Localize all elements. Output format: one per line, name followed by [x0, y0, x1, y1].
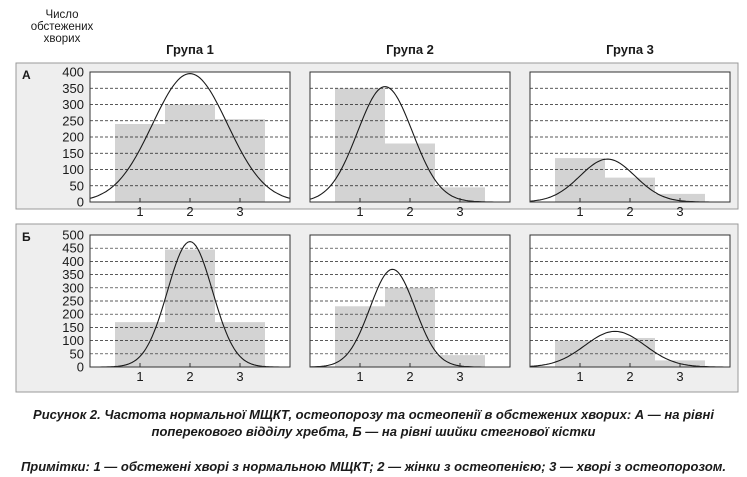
- figure-note: Примітки: 1 — обстежені хворі з нормальн…: [20, 459, 727, 474]
- column-title-2: Група 2: [386, 42, 434, 57]
- chart-1-3-x-tick-label-3: 3: [676, 204, 683, 219]
- chart-2-1-y-tick-label-4: 150: [62, 320, 84, 335]
- chart-2-1-y-tick-label-3: 100: [62, 333, 84, 348]
- chart-2-1-y-tick-label-11: 500: [62, 228, 84, 243]
- chart-2-2-x-tick-label-1: 1: [356, 369, 363, 384]
- chart-2-3-x-tick-label-3: 3: [676, 369, 683, 384]
- chart-1-2-x-tick-label-2: 2: [406, 204, 413, 219]
- caption-line-2: поперекового відділу хребта, Б — на рівн…: [151, 424, 596, 439]
- chart-1-2-bar-2: [385, 143, 435, 202]
- chart-1-1-y-tick-label-3: 100: [62, 162, 84, 177]
- chart-2-1-y-tick-label-10: 450: [62, 241, 84, 256]
- chart-1-1-y-tick-label-1: 0: [77, 195, 84, 210]
- chart-1-2-x-tick-label-3: 3: [456, 204, 463, 219]
- chart-2-1-x-tick-label-1: 1: [136, 369, 143, 384]
- chart-2-1-fit-curve: [90, 241, 290, 368]
- chart-1-3-x-tick-label-1: 1: [576, 204, 583, 219]
- chart-2-3-fit-curve: [529, 330, 730, 368]
- chart-1-1-x-tick-label-3: 3: [236, 204, 243, 219]
- column-title-1: Група 1: [166, 42, 214, 57]
- chart-2-1-x-tick-label-3: 3: [236, 369, 243, 384]
- y-axis-title-line-2: обстежених: [31, 21, 94, 33]
- chart-1-3-bar-2: [605, 177, 655, 202]
- chart-2-1-x-tick-label-2: 2: [186, 369, 193, 384]
- chart-1-1-bar-3: [215, 119, 265, 202]
- chart-1-1-bar-1: [115, 124, 165, 202]
- figure-caption: Рисунок 2. Частота нормальної МЩКТ, осте…: [0, 406, 747, 440]
- chart-1-1-y-tick-label-2: 50: [70, 178, 84, 193]
- chart-2-2-bar-1: [335, 306, 385, 367]
- row-label-a: А: [22, 68, 31, 82]
- y-axis-title-line-3: хворих: [44, 33, 81, 45]
- chart-2-3-x-tick-label-1: 1: [576, 369, 583, 384]
- chart-2-1-y-tick-label-7: 300: [62, 280, 84, 295]
- chart-1-1-fit-curve: [89, 73, 291, 199]
- chart-1-1-y-tick-label-8: 350: [62, 81, 84, 96]
- chart-1-1-y-tick-label-4: 150: [62, 146, 84, 161]
- row-label-b: Б: [22, 230, 31, 244]
- chart-2-3-x-tick-label-2: 2: [626, 369, 633, 384]
- chart-2-1-bar-2: [165, 249, 215, 367]
- chart-1-2-bar-3: [435, 187, 485, 202]
- chart-2-1-bar-1: [115, 322, 165, 367]
- chart-2-2-x-tick-label-2: 2: [406, 369, 413, 384]
- column-title-3: Група 3: [606, 42, 654, 57]
- caption-line-1: Рисунок 2. Частота нормальної МЩКТ, осте…: [33, 407, 714, 422]
- chart-2-2-x-tick-label-3: 3: [456, 369, 463, 384]
- chart-2-2-bar-3: [435, 355, 485, 367]
- chart-1-1-y-tick-label-9: 400: [62, 65, 84, 80]
- chart-1-2-bar-1: [335, 88, 385, 202]
- chart-2-1-y-tick-label-9: 400: [62, 254, 84, 269]
- chart-2-1-bar-3: [215, 322, 265, 367]
- chart-1-3-bar-3: [655, 193, 705, 202]
- chart-2-3-bar-2: [605, 337, 655, 367]
- chart-1-3-bar-1: [555, 158, 605, 202]
- chart-2-1-y-tick-label-1: 0: [77, 360, 84, 375]
- chart-2-1-y-tick-label-8: 350: [62, 267, 84, 282]
- chart-1-1-x-tick-label-2: 2: [186, 204, 193, 219]
- chart-2-1-y-tick-label-5: 200: [62, 307, 84, 322]
- chart-1-1-y-tick-label-6: 250: [62, 113, 84, 128]
- chart-2-1-y-tick-label-6: 250: [62, 294, 84, 309]
- chart-1-1-x-tick-label-1: 1: [136, 204, 143, 219]
- chart-1-3-x-tick-label-2: 2: [626, 204, 633, 219]
- chart-1-2-x-tick-label-1: 1: [356, 204, 363, 219]
- chart-2-1-y-tick-label-2: 50: [70, 346, 84, 361]
- chart-1-1-y-tick-label-5: 200: [62, 130, 84, 145]
- chart-1-1-y-tick-label-7: 300: [62, 97, 84, 112]
- y-axis-title-line-1: Число: [45, 9, 78, 21]
